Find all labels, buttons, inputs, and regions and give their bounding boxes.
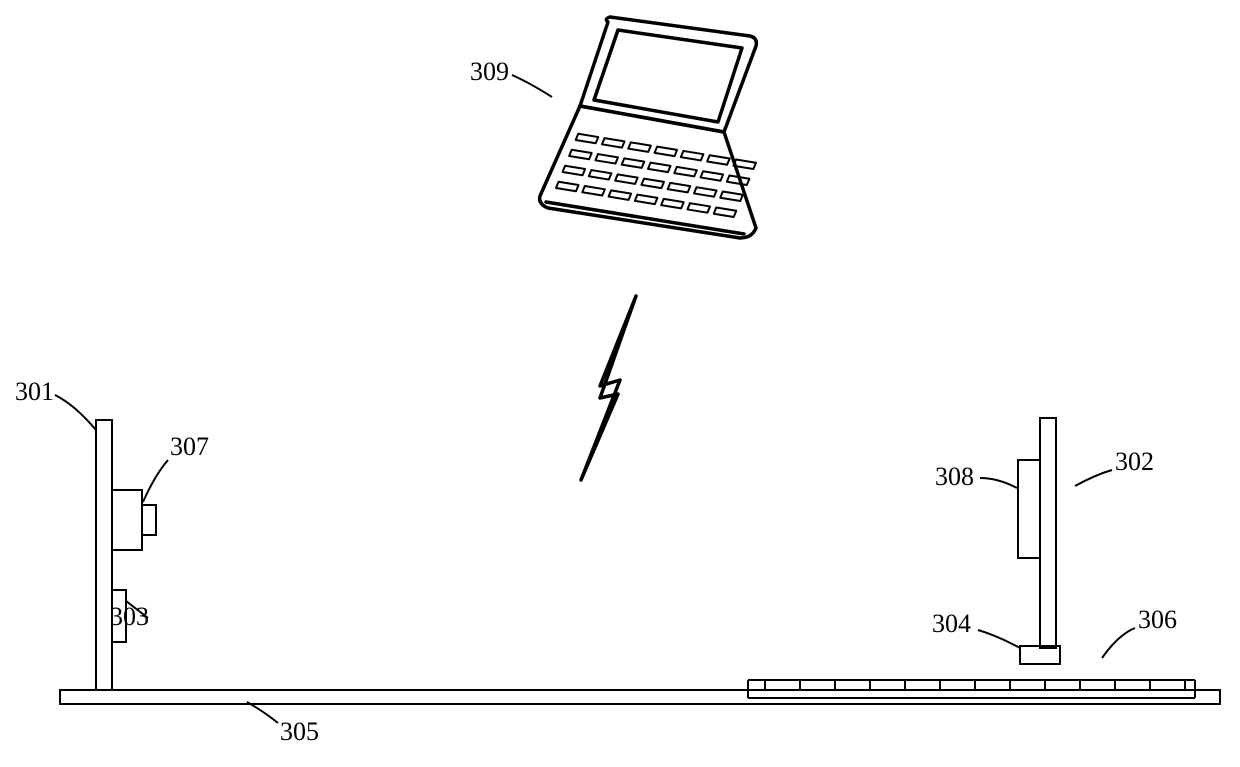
label-306: 306	[1138, 605, 1177, 634]
leader-309	[512, 75, 552, 97]
leader-306	[1102, 628, 1135, 658]
label-301: 301	[15, 377, 54, 406]
right-plate	[1040, 418, 1056, 648]
left-block-outer	[112, 490, 142, 550]
label-309: 309	[470, 57, 509, 86]
label-302: 302	[1115, 447, 1154, 476]
label-303: 303	[110, 602, 149, 631]
leader-305	[247, 702, 278, 723]
leader-304	[978, 630, 1020, 648]
left-plate	[96, 420, 112, 690]
leader-301	[55, 395, 96, 430]
leader-307	[143, 460, 168, 502]
left-block-inner	[142, 505, 156, 535]
wireless-icon	[581, 296, 636, 480]
leader-302	[1075, 470, 1112, 486]
label-307: 307	[170, 432, 209, 461]
label-305: 305	[280, 717, 319, 746]
label-308: 308	[935, 462, 974, 491]
right-block	[1018, 460, 1040, 558]
left-assembly	[96, 420, 156, 690]
right-assembly	[1018, 418, 1060, 664]
label-304: 304	[932, 609, 971, 638]
laptop-icon	[540, 17, 757, 238]
leader-308	[980, 478, 1017, 488]
patent-figure: 301 307 303 305 309 308 302 304 306	[0, 0, 1240, 767]
